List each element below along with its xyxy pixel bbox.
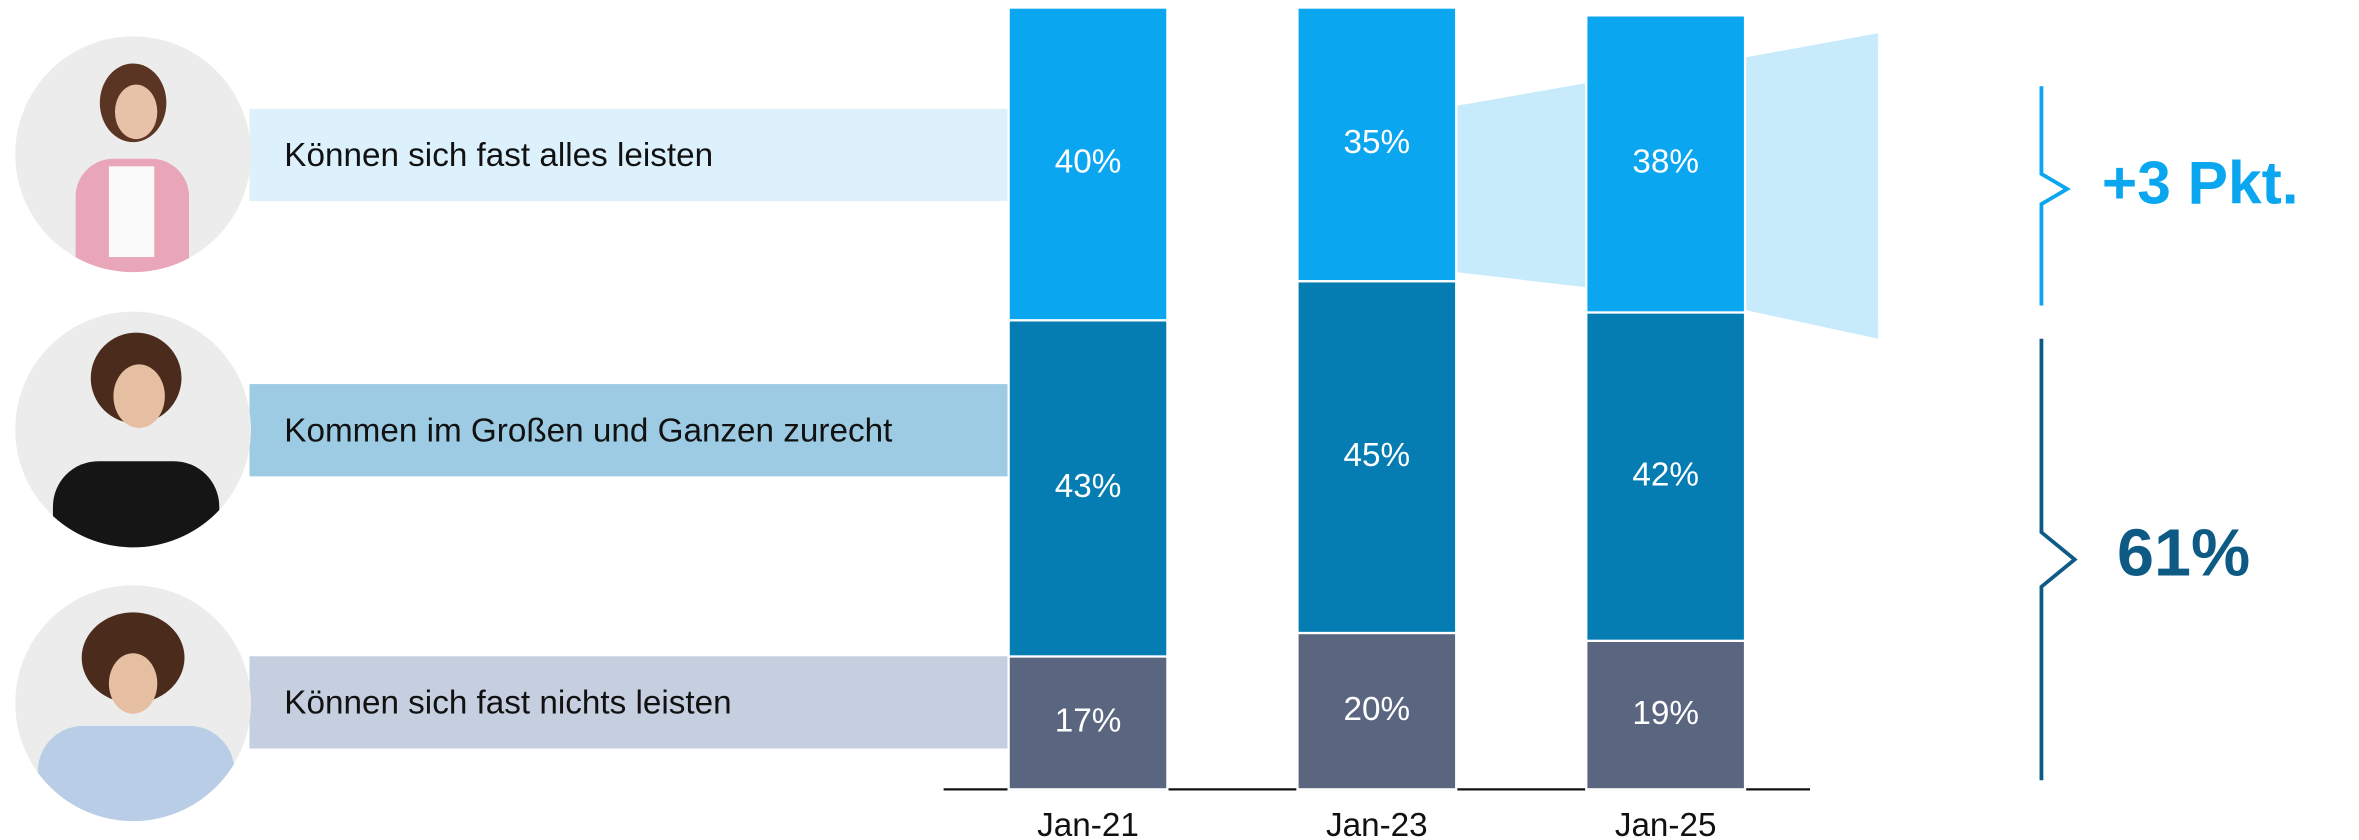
brace xyxy=(2039,86,2071,306)
bar-segment xyxy=(1296,6,1458,283)
bar-segment xyxy=(1296,280,1458,635)
portrait xyxy=(15,36,252,273)
value-label: 38% xyxy=(1632,144,1699,181)
bar-segment xyxy=(1585,14,1747,314)
connector xyxy=(1456,83,1587,288)
value-label: 40% xyxy=(1055,144,1122,181)
x-tick-label: Jan-25 xyxy=(1615,807,1717,840)
value-label: 45% xyxy=(1344,437,1411,474)
annotation: 61% xyxy=(2117,517,2250,591)
legend-band xyxy=(249,656,1009,749)
value-label: 19% xyxy=(1632,695,1699,732)
legend-item: Können sich fast alles leisten xyxy=(249,108,1009,202)
bar-segment xyxy=(1007,6,1169,322)
value-label: 20% xyxy=(1344,691,1411,728)
value-label: 17% xyxy=(1055,703,1122,740)
bar-segment xyxy=(1007,319,1169,658)
x-tick-label: Jan-21 xyxy=(1037,807,1139,840)
x-tick-label: Jan-23 xyxy=(1326,807,1428,840)
value-label: 43% xyxy=(1055,468,1122,505)
legend-item: Können sich fast nichts leisten xyxy=(249,656,1009,749)
value-label: 35% xyxy=(1344,124,1411,161)
bar-segment xyxy=(1585,639,1747,791)
portrait xyxy=(15,585,252,822)
connectors xyxy=(1456,33,1879,339)
legend-item: Kommen im Großen und Ganzen zurecht xyxy=(249,384,1009,477)
legend-label: Können sich fast nichts leisten xyxy=(284,684,731,721)
legend-label: Können sich fast alles leisten xyxy=(284,137,713,174)
connector xyxy=(1745,33,1879,339)
value-label: 42% xyxy=(1632,456,1699,493)
legend-label: Kommen im Großen und Ganzen zurecht xyxy=(284,412,892,449)
legend-band xyxy=(249,108,1009,202)
portrait xyxy=(15,311,252,548)
bar-segment xyxy=(1296,631,1458,791)
bar-segment xyxy=(1585,311,1747,642)
portraits xyxy=(15,36,252,822)
legend-band xyxy=(249,384,1009,477)
annotation: +3 Pkt. xyxy=(2102,148,2299,216)
brace xyxy=(2039,338,2078,781)
